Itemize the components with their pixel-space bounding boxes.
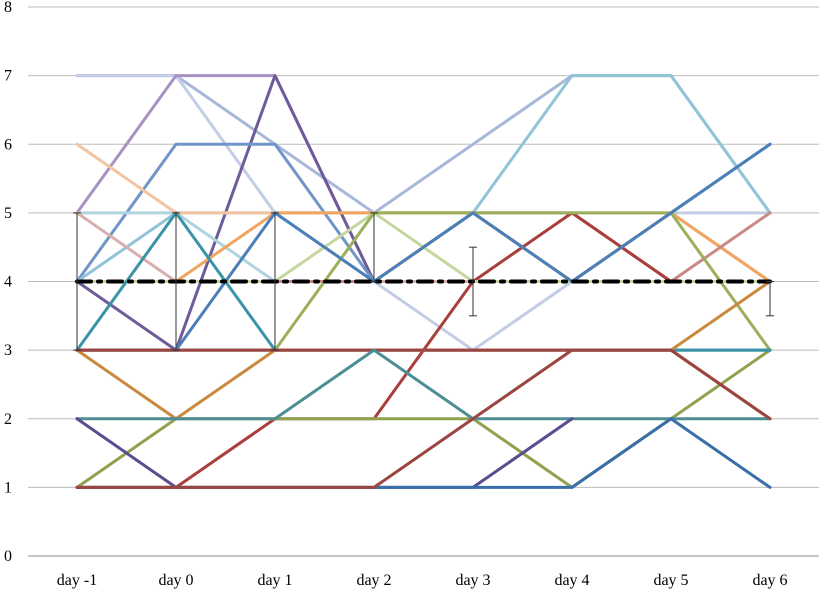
y-tick-label: 8 — [4, 0, 12, 16]
y-tick-label: 7 — [4, 68, 12, 85]
series-line-21 — [75, 348, 772, 421]
x-tick-label: day 1 — [257, 572, 292, 589]
y-tick-label: 4 — [4, 274, 12, 291]
x-tick-label: day -1 — [57, 572, 97, 589]
series-line-22 — [75, 417, 574, 489]
x-tick-label: day 2 — [356, 572, 391, 589]
y-tick-label: 5 — [4, 205, 12, 222]
error-bar — [766, 281, 774, 317]
y-tick-labels: 0 1 2 3 4 5 6 7 8 — [4, 0, 12, 565]
y-tick-label: 2 — [4, 411, 12, 428]
error-bars — [73, 212, 774, 351]
x-tick-label: day 6 — [752, 572, 787, 589]
x-tick-label: day 0 — [158, 572, 193, 589]
x-tick-labels: day -1 day 0 day 1 day 2 day 3 day 4 day 5 day … — [57, 572, 788, 589]
x-tick-label: day 4 — [554, 572, 589, 589]
error-bar — [271, 212, 279, 351]
x-tick-label: day 5 — [653, 572, 688, 589]
error-bar — [172, 212, 180, 351]
y-tick-label: 3 — [4, 342, 12, 359]
y-tick-label: 6 — [4, 136, 12, 153]
series-lines — [75, 74, 772, 489]
y-tick-label: 1 — [4, 479, 12, 496]
series-line-16 — [75, 142, 772, 352]
y-tick-label: 0 — [4, 548, 12, 565]
error-bar — [469, 246, 477, 317]
error-bar — [73, 212, 81, 351]
series-line-24 — [75, 348, 772, 489]
error-bar — [370, 212, 378, 282]
x-tick-label: day 3 — [455, 572, 490, 589]
